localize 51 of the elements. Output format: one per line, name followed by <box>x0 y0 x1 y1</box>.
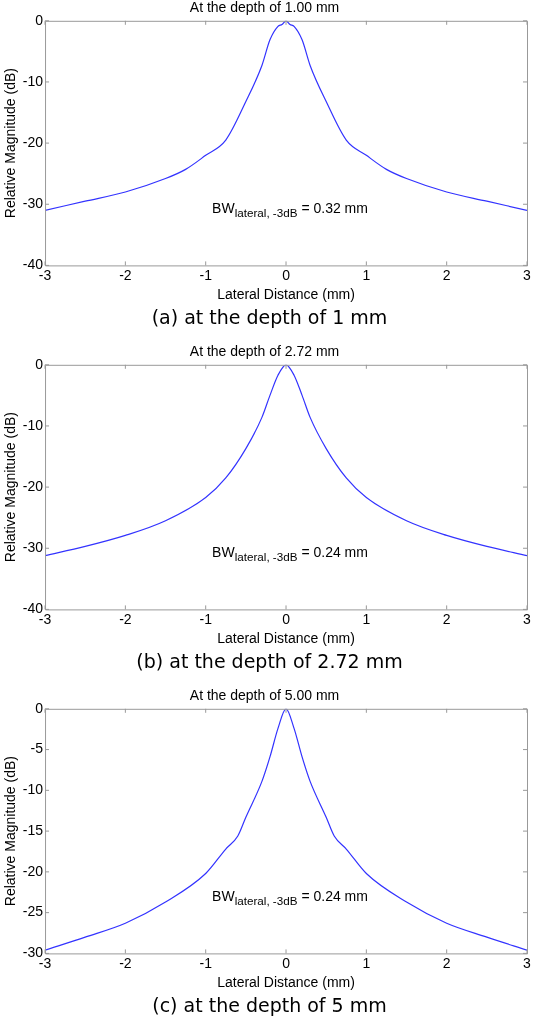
y-tick-label: -40 <box>22 600 44 617</box>
y-tick-label: -20 <box>22 862 44 879</box>
x-tick-label: -1 <box>199 954 213 971</box>
annotation: BW$_{lateral, -3dB}$ = 0.24 mm <box>212 888 368 907</box>
y-tick-label: -10 <box>22 72 44 89</box>
x-tick-label: 3 <box>523 266 532 283</box>
x-tick-label: 0 <box>282 266 291 283</box>
line-series <box>45 708 527 951</box>
y-tick-label: -20 <box>22 133 44 150</box>
x-tick-label: -1 <box>199 610 213 627</box>
y-tick-label: -10 <box>22 781 44 798</box>
text: (b) at the depth of 2.72 mm <box>135 650 404 672</box>
x-axis-title: Lateral Distance (mm) <box>217 974 355 991</box>
x-axis-title: Lateral Distance (mm) <box>217 630 355 647</box>
y-tick-label: -30 <box>22 944 44 961</box>
y-tick-label: -25 <box>22 903 44 920</box>
x-tick-label: -2 <box>119 610 132 627</box>
annotation: BW$_{lateral, -3dB}$ = 0.32 mm <box>212 200 368 219</box>
chart-title: At the depth of 2.72 mm <box>189 343 340 360</box>
x-tick-label: 1 <box>362 954 371 971</box>
y-tick-label: -40 <box>22 256 44 273</box>
chart-title: At the depth of 5.00 mm <box>189 687 340 704</box>
x-tick-label: 3 <box>523 610 532 627</box>
x-tick-label: 3 <box>523 954 532 971</box>
x-tick-label: -1 <box>199 266 213 283</box>
annotation: BW$_{lateral, -3dB}$ = 0.24 mm <box>212 544 368 563</box>
x-tick-label: 1 <box>362 610 371 627</box>
x-tick-label: -2 <box>119 266 132 283</box>
x-tick-label: -2 <box>119 954 132 971</box>
y-tick-label: -15 <box>22 821 44 838</box>
x-tick-label: 0 <box>282 610 291 627</box>
x-tick-label: 2 <box>442 266 451 283</box>
x-tick-label: 2 <box>442 954 451 971</box>
y-tick-label: 0 <box>35 699 44 716</box>
chart-title: At the depth of 1.00 mm <box>189 0 340 16</box>
text: (c) at the depth of 5 mm <box>151 994 388 1016</box>
y-axis-title: Relative Magnitude (dB) <box>2 68 19 219</box>
y-tick-label: 0 <box>35 11 44 28</box>
y-tick-label: -20 <box>22 477 44 494</box>
y-axis-title: Relative Magnitude (dB) <box>2 756 19 907</box>
y-tick-label: -10 <box>22 416 44 433</box>
text: (a) at the depth of 1 mm <box>150 306 389 328</box>
x-tick-label: 0 <box>282 954 291 971</box>
y-tick-label: -5 <box>30 740 44 757</box>
y-tick-label: 0 <box>35 355 44 372</box>
x-tick-label: 1 <box>362 266 371 283</box>
y-tick-label: -30 <box>22 195 44 212</box>
y-axis-title: Relative Magnitude (dB) <box>2 412 19 563</box>
y-tick-label: -30 <box>22 539 44 556</box>
x-tick-label: 2 <box>442 610 451 627</box>
x-axis-title: Lateral Distance (mm) <box>217 286 355 303</box>
